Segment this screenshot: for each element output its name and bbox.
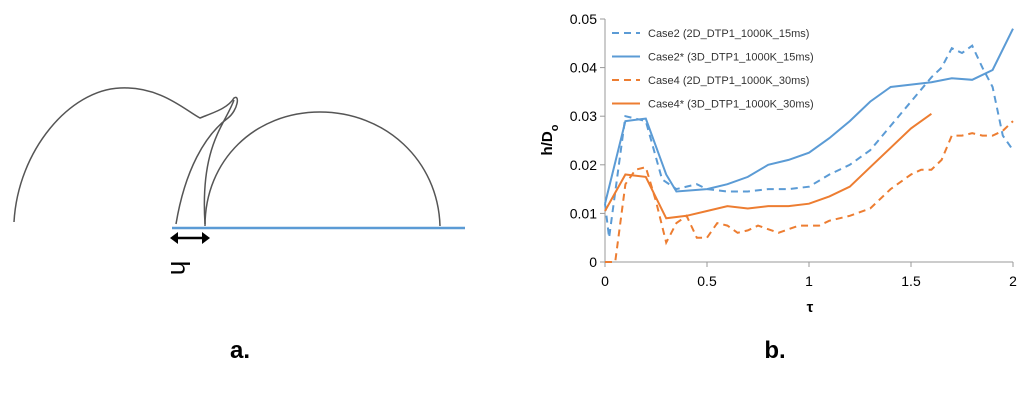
- x-axis-label: τ: [807, 299, 814, 316]
- series-line: [605, 120, 1014, 263]
- legend-label: Case2* (3D_DTP1_1000K_15ms): [648, 52, 814, 64]
- x-tick-label: 0.5: [697, 273, 717, 289]
- x-tick-label: 1.5: [901, 273, 921, 289]
- legend-label: Case4* (3D_DTP1_1000K_30ms): [648, 99, 814, 111]
- legend-label: Case4 (2D_DTP1_1000K_30ms): [648, 75, 809, 87]
- y-tick-label: 0.01: [570, 205, 597, 221]
- panel-a: [13, 87, 465, 244]
- y-tick-label: 0.05: [570, 11, 597, 27]
- left-bubble: [13, 87, 239, 225]
- series-line: [604, 28, 1014, 204]
- x-tick-label: 2: [1009, 273, 1017, 289]
- series-line: [604, 112, 932, 220]
- caption-b: b.: [764, 337, 785, 364]
- y-tick-label: 0.02: [570, 157, 597, 173]
- caption-a: a.: [230, 337, 250, 364]
- x-tick-label: 1: [805, 273, 813, 289]
- y-axis-label: h/Do: [539, 124, 561, 155]
- y-tick-label: 0: [589, 254, 597, 270]
- right-bubble: [204, 111, 441, 227]
- y-label-main: h/D: [539, 131, 556, 155]
- arrow-head-left: [170, 232, 178, 244]
- y-tick-label: 0.03: [570, 108, 597, 124]
- neck-inner: [203, 99, 235, 225]
- series-line: [604, 44, 1014, 238]
- y-label-sub: o: [549, 124, 561, 131]
- arrow-head-right: [202, 232, 210, 244]
- y-tick-label: 0.04: [570, 60, 597, 76]
- legend-label: Case2 (2D_DTP1_1000K_15ms): [648, 28, 809, 40]
- x-tick-label: 0: [601, 273, 609, 289]
- dimension-label: h: [165, 261, 195, 275]
